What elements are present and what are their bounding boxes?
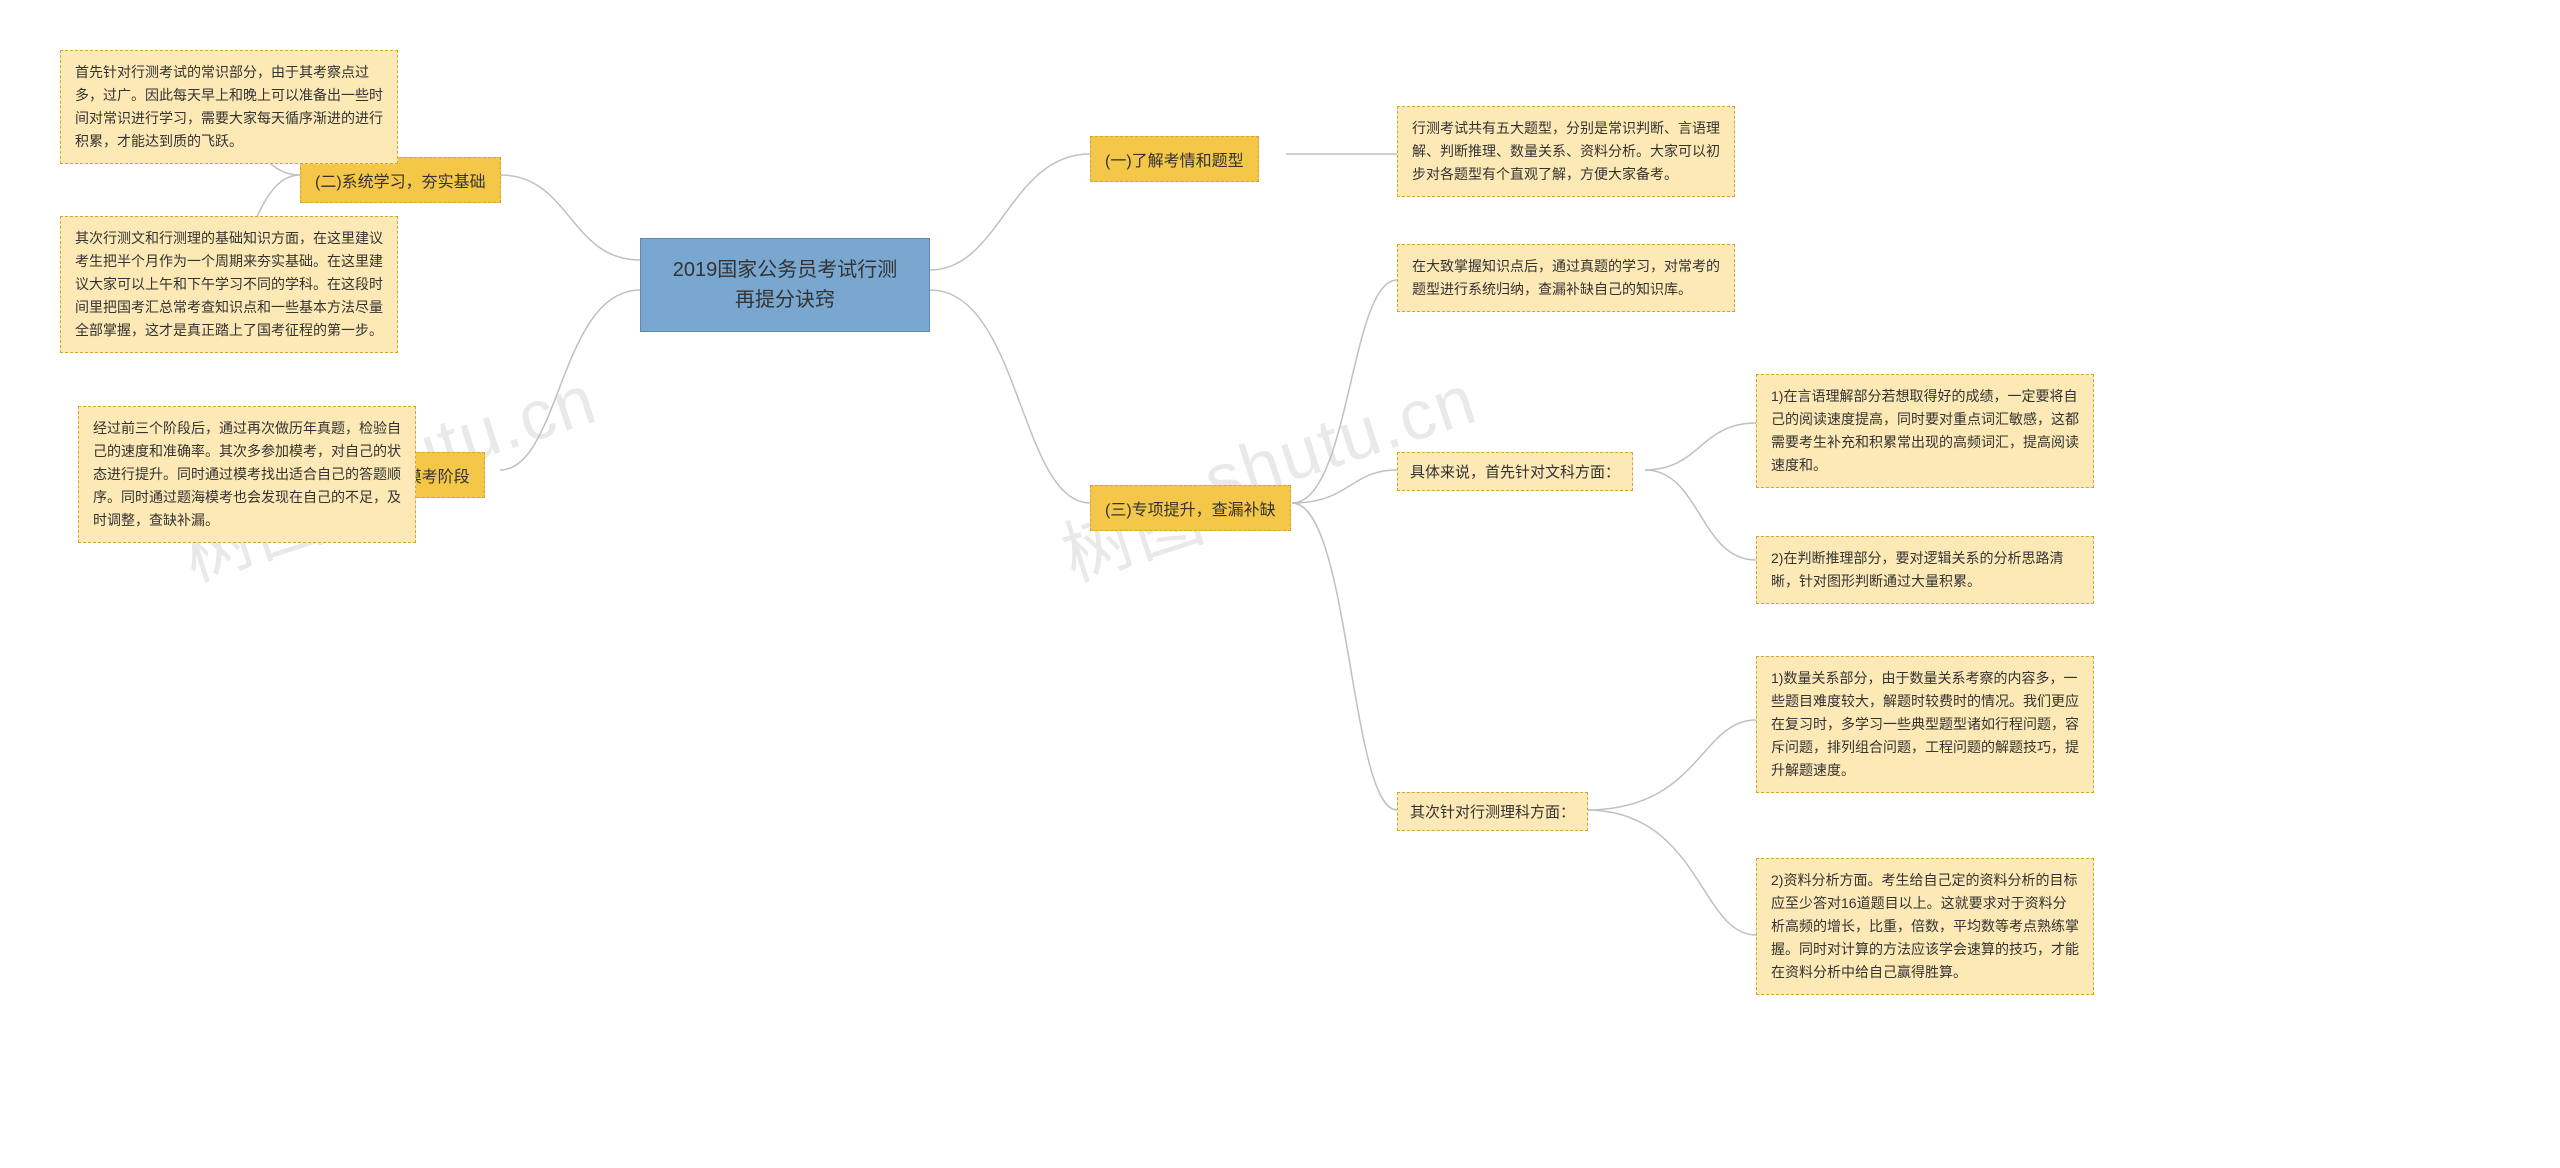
leaf-3b2-text: 2)资料分析方面。考生给自己定的资料分析的目标应至少答对16道题目以上。这就要求… <box>1771 872 2079 980</box>
branch-2-label: (二)系统学习，夯实基础 <box>315 174 486 191</box>
sub-3b-label: 其次针对行测理科方面： <box>1410 804 1575 821</box>
leaf-3b1-text: 1)数量关系部分，由于数量关系考察的内容多，一些题目难度较大，解题时较费时的情况… <box>1771 670 2079 778</box>
leaf-3b1: 1)数量关系部分，由于数量关系考察的内容多，一些题目难度较大，解题时较费时的情况… <box>1756 656 2094 793</box>
branch-1-label: (一)了解考情和题型 <box>1105 153 1244 170</box>
root-title: 2019国家公务员考试行测再提分诀窍 <box>673 259 898 311</box>
sub-3a-label: 具体来说，首先针对文科方面： <box>1410 464 1620 481</box>
sub-3a: 具体来说，首先针对文科方面： <box>1397 452 1633 491</box>
branch-3-label: (三)专项提升，查漏补缺 <box>1105 502 1276 519</box>
leaf-3b2: 2)资料分析方面。考生给自己定的资料分析的目标应至少答对16道题目以上。这就要求… <box>1756 858 2094 995</box>
leaf-3a1: 1)在言语理解部分若想取得好的成绩，一定要将自己的阅读速度提高，同时要对重点词汇… <box>1756 374 2094 488</box>
leaf-1-text: 行测考试共有五大题型，分别是常识判断、言语理解、判断推理、数量关系、资料分析。大… <box>1412 120 1720 182</box>
leaf-2a: 首先针对行测考试的常识部分，由于其考察点过多，过广。因此每天早上和晚上可以准备出… <box>60 50 398 164</box>
branch-3: (三)专项提升，查漏补缺 <box>1090 485 1291 531</box>
leaf-3a2-text: 2)在判断推理部分，要对逻辑关系的分析思路清晰，针对图形判断通过大量积累。 <box>1771 550 2063 589</box>
leaf-2b: 其次行测文和行测理的基础知识方面，在这里建议考生把半个月作为一个周期来夯实基础。… <box>60 216 398 353</box>
leaf-4-text: 经过前三个阶段后，通过再次做历年真题，检验自己的速度和准确率。其次多参加模考，对… <box>93 420 401 528</box>
leaf-2b-text: 其次行测文和行测理的基础知识方面，在这里建议考生把半个月作为一个周期来夯实基础。… <box>75 230 383 338</box>
branch-1: (一)了解考情和题型 <box>1090 136 1259 182</box>
leaf-3a1-text: 1)在言语理解部分若想取得好的成绩，一定要将自己的阅读速度提高，同时要对重点词汇… <box>1771 388 2079 473</box>
root-node: 2019国家公务员考试行测再提分诀窍 <box>640 238 930 332</box>
leaf-3a2: 2)在判断推理部分，要对逻辑关系的分析思路清晰，针对图形判断通过大量积累。 <box>1756 536 2094 604</box>
leaf-1: 行测考试共有五大题型，分别是常识判断、言语理解、判断推理、数量关系、资料分析。大… <box>1397 106 1735 197</box>
sub-3b: 其次针对行测理科方面： <box>1397 792 1588 831</box>
leaf-3-text: 在大致掌握知识点后，通过真题的学习，对常考的题型进行系统归纳，查漏补缺自己的知识… <box>1412 258 1720 297</box>
leaf-3: 在大致掌握知识点后，通过真题的学习，对常考的题型进行系统归纳，查漏补缺自己的知识… <box>1397 244 1735 312</box>
leaf-2a-text: 首先针对行测考试的常识部分，由于其考察点过多，过广。因此每天早上和晚上可以准备出… <box>75 64 383 149</box>
leaf-4: 经过前三个阶段后，通过再次做历年真题，检验自己的速度和准确率。其次多参加模考，对… <box>78 406 416 543</box>
